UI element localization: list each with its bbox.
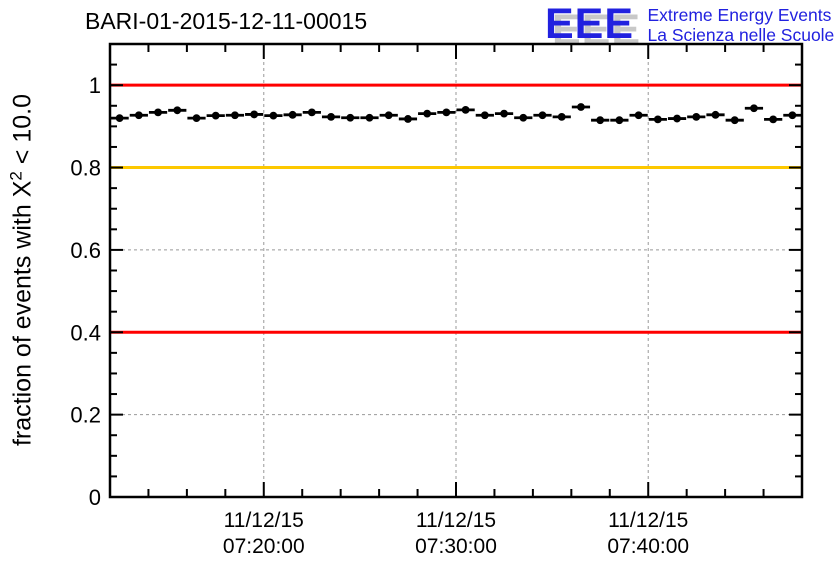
data-point	[577, 103, 585, 111]
data-point	[115, 114, 124, 123]
data-point	[269, 111, 278, 120]
eee-logo-line1: Extreme Energy Events	[647, 5, 832, 25]
data-point	[750, 104, 758, 113]
data-point	[538, 111, 547, 120]
eee-logo-letters: EEE	[545, 0, 635, 48]
data-point	[692, 112, 701, 121]
y-tick-label: 0.8	[70, 156, 101, 181]
data-point	[634, 111, 643, 120]
data-point	[307, 108, 316, 117]
data-point	[327, 112, 335, 121]
y-tick-label: 0.2	[70, 403, 101, 428]
data-point	[730, 116, 739, 125]
data-point	[653, 115, 662, 124]
data-point	[673, 114, 681, 123]
x-tick-label-date: 11/12/15	[224, 509, 304, 532]
data-point	[154, 108, 162, 117]
data-point	[711, 110, 720, 119]
data-point	[346, 113, 355, 122]
data-point	[557, 112, 566, 121]
eee-logo-line2: La Scienza nelle Scuole	[647, 25, 835, 45]
data-point	[480, 111, 489, 120]
data-point	[231, 111, 239, 120]
x-tick-label-date: 11/12/15	[416, 509, 496, 532]
x-tick-label-time: 07:20:00	[223, 535, 305, 558]
y-tick-label: 0.6	[70, 238, 101, 263]
data-point	[461, 105, 470, 114]
data-point	[211, 111, 220, 120]
y-tick-label: 1	[89, 73, 101, 98]
y-tick-label: 0	[89, 485, 101, 510]
data-point	[192, 114, 201, 123]
data-point	[442, 108, 451, 117]
x-tick-label-time: 07:30:00	[415, 535, 497, 558]
eee-logo: EEE Extreme Energy Events La Scienza nel…	[545, 2, 834, 46]
data-point	[423, 109, 432, 118]
data-point	[384, 111, 393, 120]
data-point	[173, 106, 182, 115]
data-point	[769, 115, 778, 124]
data-point	[404, 115, 412, 123]
chart-title: BARI-01-2015-12-11-00015	[85, 8, 368, 34]
data-point	[288, 110, 297, 119]
data-point	[500, 109, 508, 118]
data-point	[615, 116, 624, 125]
x-tick-label-date: 11/12/15	[608, 509, 688, 532]
eee-logo-text: Extreme Energy Events La Scienza nelle S…	[648, 2, 835, 45]
data-point	[250, 110, 259, 119]
y-tick-label: 0.4	[70, 320, 101, 345]
data-point	[519, 113, 528, 122]
data-point	[365, 113, 374, 122]
data-point	[134, 111, 143, 120]
x-tick-label-time: 07:40:00	[607, 535, 689, 558]
data-point	[596, 116, 605, 125]
data-point	[788, 111, 797, 120]
